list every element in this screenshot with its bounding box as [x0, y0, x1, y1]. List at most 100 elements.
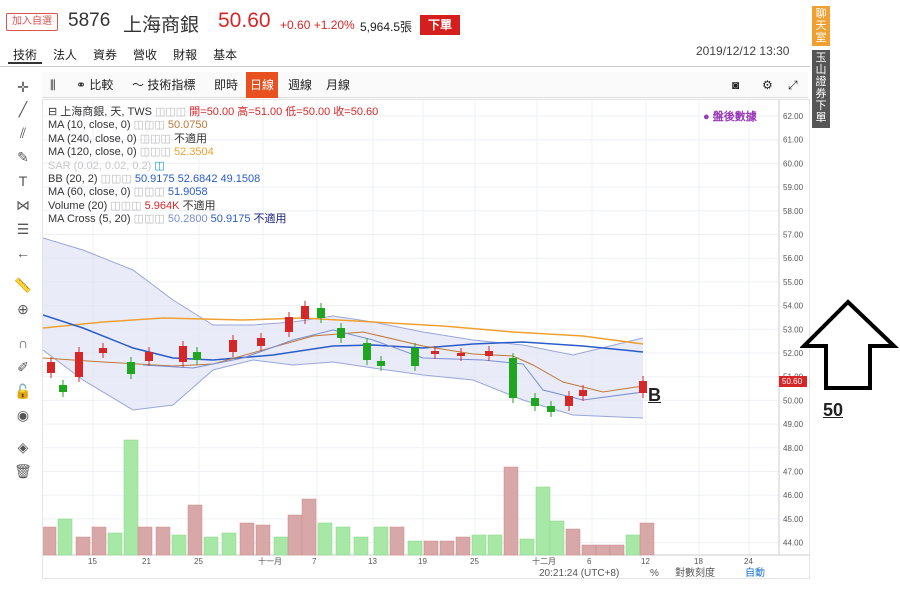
- candle-body: [509, 358, 517, 398]
- volume-bar: [455, 536, 471, 556]
- gear-icon[interactable]: ⚙: [762, 78, 773, 92]
- zoom-icon[interactable]: ⊕: [17, 301, 29, 317]
- log-scale-toggle: 對數刻度: [675, 566, 715, 579]
- indicators-button[interactable]: 〜 技術指標: [132, 78, 196, 92]
- legend-bb: BB (20, 2) ◫◫◫ 50.9175 52.6842 49.1508: [48, 173, 261, 186]
- percent-toggle: %: [650, 568, 659, 579]
- volume-bar: [239, 522, 255, 556]
- price-chart[interactable]: 62.00 61.00 60.00 59.00 58.00 57.00 56.00 55.00…: [41, 100, 811, 580]
- brush-icon[interactable]: ✎: [17, 149, 29, 165]
- y-tick-label: 44.00: [783, 539, 804, 548]
- text-icon[interactable]: T: [18, 173, 28, 189]
- candle-body: [531, 398, 539, 406]
- chat-room-button[interactable]: 聊天室: [812, 6, 830, 46]
- pattern-icon[interactable]: ⋈: [16, 197, 30, 213]
- legend-volume-value: 5.964K: [144, 199, 180, 212]
- candle-body: [317, 308, 325, 318]
- ruler-icon[interactable]: 📏: [14, 277, 32, 293]
- candle-icon[interactable]: ⫼: [50, 78, 56, 92]
- ma10-line: [42, 331, 644, 393]
- y-tick-label: 50.00: [783, 396, 804, 405]
- fib-icon[interactable]: ☰: [16, 221, 30, 237]
- lock-icon[interactable]: 🔓: [14, 383, 32, 399]
- legend-ma60: MA (60, close, 0) ◫◫◫ 51.9058: [48, 186, 208, 199]
- layers-icon[interactable]: ◈: [17, 439, 29, 455]
- ma60-line: [42, 314, 644, 361]
- legend-ma120: MA (120, close, 0) ◫◫◫ 52.3504: [48, 146, 214, 159]
- eye-icon[interactable]: ◉: [16, 407, 30, 423]
- volume-bar: [57, 518, 73, 556]
- tab-institutional[interactable]: 法人: [53, 48, 78, 62]
- volume-bar: [221, 532, 237, 556]
- tab-revenue[interactable]: 營收: [133, 48, 158, 62]
- volume: 5,964.5張: [360, 20, 413, 34]
- up-arrow-annotation: [800, 299, 899, 390]
- volume-bar: [439, 540, 455, 556]
- legend-ohlc: 開=50.00 高=51.00 低=50.00 收=50.60: [189, 106, 379, 118]
- tab-margin[interactable]: 資券: [93, 48, 118, 62]
- arrow-left-icon[interactable]: ←: [16, 245, 30, 261]
- y-tick-label: 47.00: [783, 468, 804, 477]
- trash-icon[interactable]: 🗑: [14, 463, 32, 479]
- add-watchlist-button[interactable]: 加入自選: [6, 13, 58, 31]
- volume-bar: [503, 466, 519, 556]
- daily-button[interactable]: 日線: [246, 72, 279, 98]
- candle-body: [99, 348, 107, 353]
- camera-icon[interactable]: ◙: [732, 78, 740, 92]
- compare-button[interactable]: ⚭ 比較: [76, 78, 114, 92]
- candle-body: [59, 385, 67, 392]
- weekly-button[interactable]: 週線: [288, 78, 313, 92]
- x-tick-label: 十二月: [532, 556, 556, 566]
- y-tick-label: 46.00: [783, 491, 804, 500]
- volume-bar: [389, 526, 405, 556]
- legend-macross-na: 不適用: [253, 213, 287, 226]
- tab-basic[interactable]: 基本: [213, 48, 238, 62]
- trend-line-icon[interactable]: ╱: [18, 101, 28, 117]
- x-tick-label: 25: [470, 557, 479, 566]
- intraday-button[interactable]: 即時: [214, 78, 239, 92]
- tab-technical[interactable]: 技術: [8, 44, 43, 64]
- candle-body: [285, 317, 293, 332]
- datetime: 2019/12/12 13:30: [696, 44, 790, 58]
- x-tick-label: 十一月: [258, 556, 282, 566]
- magnet-icon[interactable]: ∩: [17, 335, 29, 351]
- fullscreen-icon[interactable]: ⤢: [788, 78, 798, 92]
- x-tick-label: 15: [88, 557, 97, 566]
- candle-body: [145, 352, 153, 361]
- fork-icon[interactable]: ⫽: [19, 125, 27, 141]
- x-tick-label: 7: [312, 557, 317, 566]
- volume-bar: [171, 534, 187, 556]
- broker-order-button[interactable]: 玉山證券下單: [812, 50, 830, 128]
- after-hours-label: ● 盤後數據: [703, 111, 757, 123]
- y-tick-label: 52.00: [783, 349, 804, 358]
- chart-area[interactable]: 62.00 61.00 60.00 59.00 58.00 57.00 56.00 55.00…: [41, 99, 811, 580]
- y-tick-label: 54.00: [783, 302, 804, 311]
- candle-body: [639, 381, 647, 393]
- divider: [0, 66, 810, 67]
- y-tick-label: 59.00: [783, 183, 804, 192]
- candle-body: [47, 362, 55, 373]
- legend-ma120-label: MA (120, close, 0): [48, 146, 137, 159]
- legend-volume-ma: 不適用: [182, 199, 216, 212]
- last-price-tag: [779, 376, 807, 387]
- volume-bar: [519, 538, 535, 556]
- monthly-button[interactable]: 月線: [326, 78, 351, 92]
- candle-body: [75, 352, 83, 377]
- pencil-lock-icon[interactable]: ✐: [17, 359, 29, 375]
- crosshair-icon[interactable]: ✛: [17, 79, 29, 95]
- volume-bar: [155, 526, 171, 556]
- y-tick-label: 62.00: [783, 112, 804, 121]
- y-tick-label: 53.00: [783, 325, 804, 334]
- volume-bar: [625, 534, 641, 556]
- candle-body: [257, 338, 265, 346]
- price-change: +0.60 +1.20%: [280, 18, 355, 32]
- legend-bb-label: BB (20, 2): [48, 173, 98, 186]
- volume-bar: [287, 514, 303, 556]
- volume-bar: [471, 534, 487, 556]
- indicators-label: 技術指標: [147, 78, 196, 92]
- tab-financials[interactable]: 財報: [173, 48, 198, 62]
- legend-main: ⊟ 上海商銀, 天, TWS ◫◫◫ 開=50.00 高=51.00 低=50.…: [48, 106, 379, 118]
- order-button[interactable]: 下單: [420, 15, 460, 35]
- y-tick-label: 55.00: [783, 278, 804, 287]
- x-tick-label: 19: [418, 557, 427, 566]
